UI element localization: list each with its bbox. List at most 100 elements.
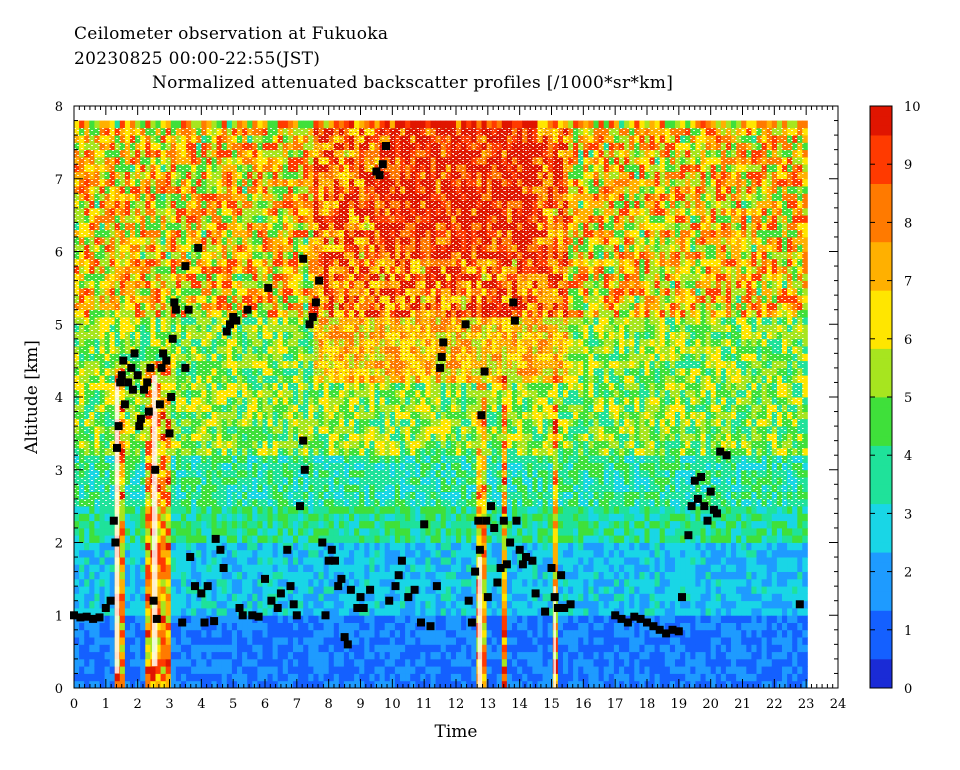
cloud-base-point bbox=[636, 614, 645, 623]
cloud-base-point bbox=[518, 560, 527, 569]
cloud-base-point bbox=[327, 545, 336, 554]
cloud-base-point bbox=[502, 560, 511, 569]
colorbar-segment bbox=[870, 571, 892, 582]
cloud-base-point bbox=[674, 627, 683, 636]
cloud-base-point bbox=[82, 612, 91, 621]
x-tick-label: 22 bbox=[766, 697, 783, 712]
cloud-base-point bbox=[222, 327, 231, 336]
cloud-base-point bbox=[703, 516, 712, 525]
cloud-base-point bbox=[437, 353, 446, 361]
cloud-base-point bbox=[378, 160, 387, 169]
cloud-base-point bbox=[346, 585, 355, 594]
cloud-base-point bbox=[261, 574, 269, 583]
cloud-base-point bbox=[432, 582, 441, 591]
cloud-base-point bbox=[713, 509, 721, 518]
cloud-base-point bbox=[528, 556, 537, 565]
cloud-base-point bbox=[267, 596, 276, 605]
cloud-base-point bbox=[140, 385, 148, 394]
cloud-base-point bbox=[143, 378, 152, 387]
cloud-base-point bbox=[157, 363, 166, 372]
colorbar-segment bbox=[870, 377, 892, 388]
colorbar-segment bbox=[870, 474, 892, 485]
cloud-base-point bbox=[420, 520, 429, 529]
cloud-base-point bbox=[184, 305, 193, 314]
x-tick-label: 12 bbox=[448, 697, 465, 712]
cloud-base-point bbox=[324, 556, 333, 565]
cloud-base-point bbox=[375, 171, 384, 180]
y-tick-label: 3 bbox=[55, 464, 63, 479]
cloud-base-point bbox=[480, 367, 489, 376]
colorbar-segment bbox=[870, 668, 892, 679]
cloud-base-point bbox=[334, 582, 343, 591]
cloud-base-point bbox=[474, 516, 483, 525]
cloud-base-point bbox=[124, 378, 133, 387]
cloud-base-point bbox=[512, 516, 521, 525]
cloud-base-point bbox=[394, 571, 403, 580]
cloud-base-point bbox=[170, 298, 179, 307]
cloud-base-point bbox=[623, 618, 632, 627]
plot-axes: 0 1 2 3 4 5 6 7 8 9 10 11 12 13 14 15 16 17 18 19 20 21 22 23 24… bbox=[55, 100, 847, 712]
cloud-base-point bbox=[186, 553, 195, 561]
cloud-base-point bbox=[343, 640, 352, 649]
colorbar-segment bbox=[870, 135, 892, 146]
cloud-base-point bbox=[439, 338, 448, 347]
cloud-base-point bbox=[89, 614, 98, 623]
x-tick-label: 24 bbox=[830, 697, 847, 712]
cloud-base-point bbox=[353, 604, 362, 612]
colorbar-segment bbox=[870, 222, 892, 233]
cloud-base-point bbox=[289, 600, 298, 609]
colorbar-segment bbox=[870, 445, 892, 456]
cloud-base-point bbox=[283, 545, 292, 554]
cloud-base-point bbox=[560, 604, 569, 612]
cloud-base-point bbox=[716, 447, 725, 456]
cloud-base-point bbox=[165, 429, 174, 438]
cloud-base-point bbox=[144, 407, 153, 416]
y-tick-label: 4 bbox=[55, 391, 63, 406]
cloud-base-point bbox=[133, 371, 142, 380]
x-tick-label: 14 bbox=[511, 697, 528, 712]
cloud-base-point bbox=[76, 613, 85, 622]
colorbar: 0 1 2 3 4 5 6 7 8 9 10 bbox=[869, 100, 921, 697]
colorbar-segment bbox=[870, 406, 892, 417]
colorbar-segment bbox=[870, 358, 892, 369]
cloud-base-point bbox=[109, 516, 118, 525]
colorbar-tick-label: 6 bbox=[904, 333, 912, 348]
cloud-base-point bbox=[366, 585, 375, 594]
cloud-base-point bbox=[359, 604, 368, 612]
cloud-base-point bbox=[235, 604, 244, 612]
colorbar-segment bbox=[870, 542, 892, 553]
cloud-base-point bbox=[305, 320, 314, 329]
colorbar-segment bbox=[870, 484, 892, 495]
colorbar-segment bbox=[870, 232, 892, 243]
cloud-base-point bbox=[649, 622, 658, 631]
cloud-base-point bbox=[181, 363, 190, 372]
cloud-base-point bbox=[226, 320, 234, 329]
colorbar-segment bbox=[870, 183, 892, 194]
cloud-base-point bbox=[678, 593, 686, 602]
colorbar-segment bbox=[870, 639, 892, 650]
cloud-base-point bbox=[550, 593, 559, 602]
cloud-base-point bbox=[397, 556, 406, 565]
cloud-base-point bbox=[668, 625, 677, 634]
cloud-base-point bbox=[299, 254, 308, 263]
x-tick-label: 6 bbox=[261, 697, 269, 712]
colorbar-segment bbox=[870, 678, 892, 689]
colorbar-tick-label: 3 bbox=[904, 507, 912, 522]
colorbar-segment bbox=[870, 251, 892, 262]
cloud-base-point bbox=[152, 614, 161, 623]
cloud-base-point bbox=[643, 618, 651, 627]
cloud-base-point bbox=[482, 516, 491, 525]
y-tick-label: 0 bbox=[55, 682, 63, 697]
cloud-base-point bbox=[611, 611, 620, 620]
cloud-base-point bbox=[146, 363, 155, 372]
colorbar-segment bbox=[870, 600, 892, 611]
cloud-base-point bbox=[136, 414, 145, 423]
colorbar-segment bbox=[870, 125, 892, 136]
colorbar-segment bbox=[870, 503, 892, 514]
cloud-base-point bbox=[311, 298, 320, 307]
cloud-base-point bbox=[127, 363, 136, 372]
cloud-base-point bbox=[219, 564, 228, 572]
y-tick-label: 1 bbox=[55, 609, 63, 624]
colorbar-segment bbox=[870, 144, 892, 155]
cloud-base-point bbox=[135, 422, 144, 431]
